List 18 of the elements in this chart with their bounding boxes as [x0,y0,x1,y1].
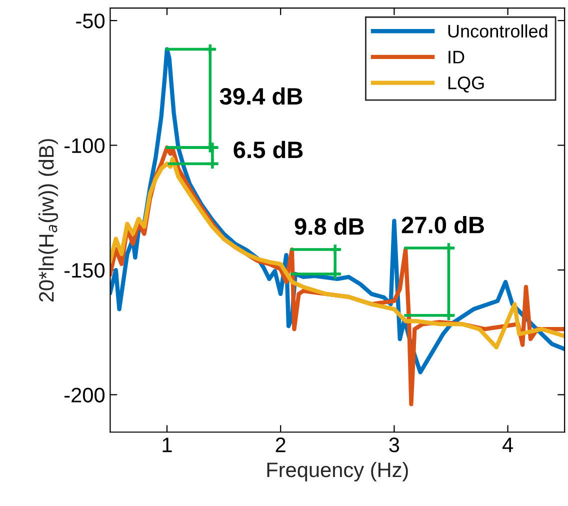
x-tick-label: 3 [389,438,400,452]
y-tick-label: -150 [64,262,105,278]
x-tick-label: 2 [276,438,286,452]
x-tick-label: 1 [162,438,172,452]
annotation: 27.0 dB [402,216,484,234]
y-axis-title: 20*ln(H$_{a}$(jw)) (dB) [38,139,58,302]
annotation: 6.5 dB [234,140,303,158]
legend-label: Uncontrolled [448,24,548,38]
annotation: 9.8 dB [294,218,364,235]
annotation: 39.4 dB [220,87,302,105]
x-tick-label: 4 [502,438,513,452]
line-series [110,156,565,350]
x-axis-title: Frequency (Hz) [267,462,408,482]
y-tick-label: -200 [64,388,105,402]
y-tick-label: -50 [76,14,105,28]
legend-label: ID [448,50,464,64]
legend-label: LQG [448,76,484,93]
y-tick-label: -100 [64,138,105,154]
